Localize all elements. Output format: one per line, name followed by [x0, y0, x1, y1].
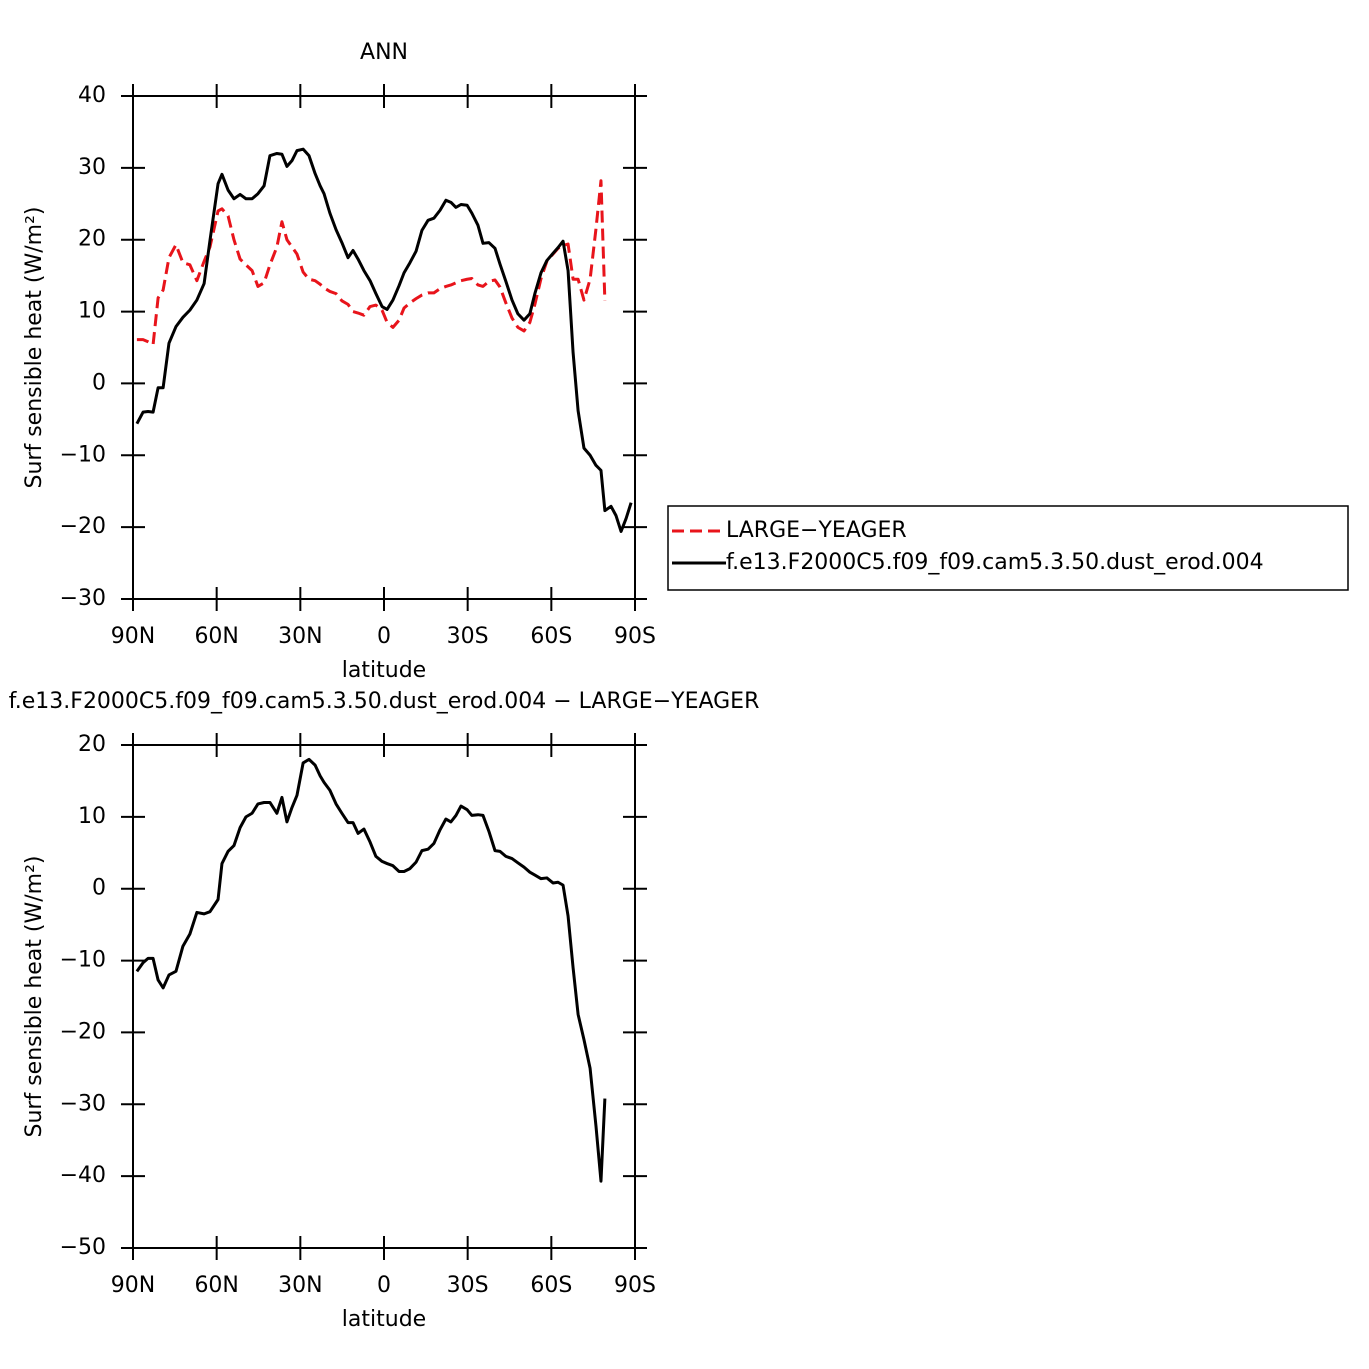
x-tick-label: 60S	[530, 624, 572, 649]
chart-title: f.e13.F2000C5.f09_f09.cam5.3.50.dust_ero…	[9, 689, 760, 714]
y-tick-label: 40	[78, 83, 106, 108]
y-tick-label: −10	[60, 442, 106, 467]
x-tick-label: 60S	[530, 1273, 572, 1298]
y-tick-label: −10	[60, 948, 106, 973]
y-tick-label: 20	[78, 227, 106, 252]
x-tick-label: 30S	[447, 1273, 489, 1298]
data-line	[135, 757, 607, 1183]
y-tick-label: −20	[60, 1019, 106, 1044]
chart-title: ANN	[360, 40, 408, 65]
data-line	[136, 179, 607, 347]
x-tick-label: 90S	[614, 1273, 656, 1298]
y-tick-label: −40	[60, 1163, 106, 1188]
x-tick-label: 0	[377, 1273, 391, 1298]
y-tick-label: −30	[60, 586, 106, 611]
legend-label: f.e13.F2000C5.f09_f09.cam5.3.50.dust_ero…	[726, 550, 1264, 575]
x-tick-label: 30N	[278, 1273, 322, 1298]
y-tick-label: 10	[78, 299, 106, 324]
y-axis-label: Surf sensible heat (W/m²)	[22, 207, 47, 489]
x-tick-label: 60N	[194, 1273, 238, 1298]
y-tick-label: 10	[78, 804, 106, 829]
y-tick-label: 0	[92, 876, 106, 901]
x-tick-label: 90N	[111, 1273, 155, 1298]
x-tick-label: 90S	[614, 624, 656, 649]
y-tick-label: −30	[60, 1091, 106, 1116]
x-tick-label: 30N	[278, 624, 322, 649]
y-tick-label: 20	[78, 732, 106, 757]
x-tick-label: 90N	[111, 624, 155, 649]
y-tick-label: 30	[78, 155, 106, 180]
x-axis-label: latitude	[342, 1307, 426, 1332]
legend-box	[667, 505, 1349, 591]
y-tick-label: 0	[92, 370, 106, 395]
x-tick-label: 60N	[194, 624, 238, 649]
x-axis-label: latitude	[342, 658, 426, 683]
plot-frame	[132, 744, 636, 1249]
y-tick-label: −50	[60, 1235, 106, 1260]
y-axis-label: Surf sensible heat (W/m²)	[22, 856, 47, 1138]
y-tick-label: −20	[60, 514, 106, 539]
x-tick-label: 30S	[447, 624, 489, 649]
data-line	[135, 147, 633, 533]
plot-frame	[132, 95, 636, 600]
legend-label: LARGE−YEAGER	[726, 518, 907, 543]
x-tick-label: 0	[377, 624, 391, 649]
